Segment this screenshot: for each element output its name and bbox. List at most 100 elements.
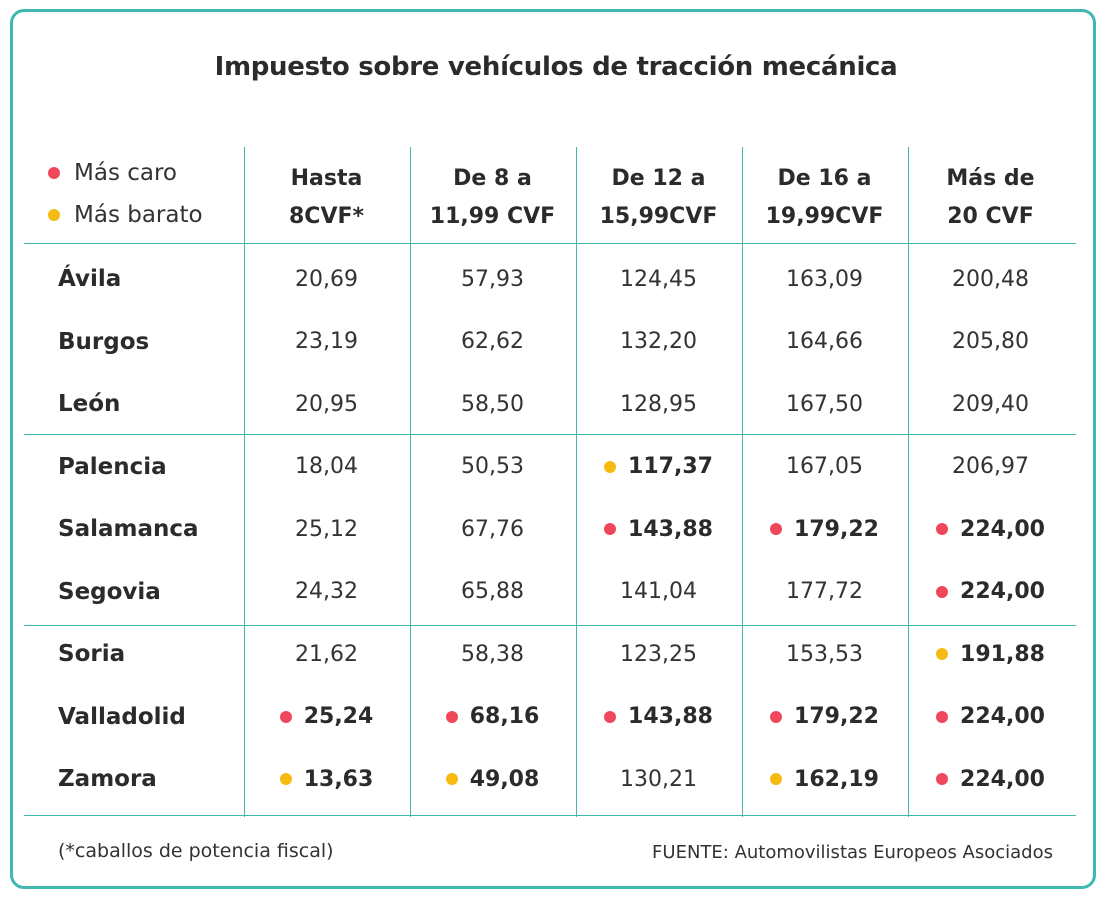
source-note: FUENTE: Automovilistas Europeos Asociado… bbox=[652, 842, 1053, 863]
cell-value: 177,72 bbox=[786, 579, 863, 604]
table-cell: 224,00 bbox=[908, 498, 1073, 560]
cell-value: 57,93 bbox=[461, 266, 524, 292]
table-row: Palencia 18,04 50,53 117,37 167,05 206,97 bbox=[13, 436, 1099, 498]
table-cell: 167,50 bbox=[742, 373, 907, 435]
column-header-line: 8CVF* bbox=[288, 204, 364, 229]
table-cell: 206,97 bbox=[908, 436, 1073, 498]
table-cell: 68,16 bbox=[410, 686, 575, 748]
table-cell: 209,40 bbox=[908, 373, 1073, 435]
column-header-line: 15,99CVF bbox=[599, 204, 718, 229]
table-cell: 179,22 bbox=[742, 498, 907, 560]
row-divider bbox=[24, 815, 1076, 816]
column-divider bbox=[576, 147, 577, 817]
table-cell: 21,62 bbox=[244, 623, 409, 685]
table-cell: 224,00 bbox=[908, 748, 1073, 810]
table-cell: 20,95 bbox=[244, 373, 409, 435]
row-label-salamanca: Salamanca bbox=[58, 516, 199, 542]
cell-value: 25,12 bbox=[295, 516, 358, 542]
column-header-line: 19,99CVF bbox=[765, 204, 884, 229]
column-header-line: De 8 a bbox=[453, 166, 532, 191]
column-divider bbox=[742, 147, 743, 817]
cell-value: 191,88 bbox=[960, 641, 1045, 667]
column-header-3: De 12 a 15,99CVF bbox=[576, 152, 741, 244]
cell-value: 205,80 bbox=[952, 329, 1029, 354]
table-cell: 128,95 bbox=[576, 373, 741, 435]
column-header-5: Más de 20 CVF bbox=[908, 152, 1073, 244]
red-dot-icon bbox=[936, 710, 949, 723]
table-cell: 124,45 bbox=[576, 248, 741, 310]
table-cell: 24,32 bbox=[244, 561, 409, 623]
cell-value: 153,53 bbox=[786, 641, 863, 667]
table-cell: 224,00 bbox=[908, 561, 1073, 623]
table-cell: 13,63 bbox=[244, 748, 409, 810]
cell-value: 123,25 bbox=[620, 641, 697, 667]
cell-value: 132,20 bbox=[620, 329, 697, 354]
table-row: Burgos 23,19 62,62 132,20 164,66 205,80 bbox=[13, 311, 1099, 373]
table-cell: 25,12 bbox=[244, 498, 409, 560]
cell-value: 20,69 bbox=[295, 266, 358, 292]
column-header-line: Hasta bbox=[290, 166, 363, 191]
red-dot-icon bbox=[604, 710, 617, 723]
cell-value: 21,62 bbox=[295, 641, 358, 667]
row-label-zamora: Zamora bbox=[58, 766, 157, 792]
column-header-4: De 16 a 19,99CVF bbox=[742, 152, 907, 244]
cell-value: 130,21 bbox=[620, 766, 697, 792]
cell-value: 143,88 bbox=[628, 704, 713, 729]
cell-value: 224,00 bbox=[960, 516, 1045, 542]
cell-value: 143,88 bbox=[628, 516, 713, 542]
column-header-2: De 8 a 11,99 CVF bbox=[410, 152, 575, 244]
table-cell: 67,76 bbox=[410, 498, 575, 560]
cell-value: 50,53 bbox=[461, 454, 524, 479]
red-dot-icon bbox=[936, 523, 949, 535]
yellow-dot-icon bbox=[604, 460, 617, 473]
table-cell: 205,80 bbox=[908, 311, 1073, 373]
table-cell: 18,04 bbox=[244, 436, 409, 498]
cell-value: 13,63 bbox=[303, 766, 374, 792]
cell-value: 179,22 bbox=[794, 516, 879, 542]
row-divider bbox=[24, 625, 1076, 626]
column-header-line: 11,99 CVF bbox=[429, 204, 556, 229]
table-cell: 164,66 bbox=[742, 311, 907, 373]
cell-value: 200,48 bbox=[952, 266, 1029, 292]
legend: Más caro Más barato bbox=[48, 152, 203, 236]
red-dot-icon bbox=[936, 585, 949, 598]
yellow-dot-icon bbox=[48, 209, 60, 221]
column-divider bbox=[410, 147, 411, 817]
table-cell: 177,72 bbox=[742, 561, 907, 623]
table-cell: 130,21 bbox=[576, 748, 741, 810]
cell-value: 58,50 bbox=[461, 391, 524, 417]
cell-value: 209,40 bbox=[952, 391, 1029, 417]
cell-value: 163,09 bbox=[786, 266, 863, 292]
row-divider bbox=[24, 243, 1076, 244]
cell-value: 24,32 bbox=[295, 579, 358, 604]
table-cell: 191,88 bbox=[908, 623, 1073, 685]
table-row: Salamanca 25,12 67,76 143,88 179,22 224,00 bbox=[13, 498, 1099, 560]
table-cell: 49,08 bbox=[410, 748, 575, 810]
cell-value: 65,88 bbox=[461, 579, 524, 604]
cell-value: 224,00 bbox=[960, 766, 1045, 792]
cell-value: 162,19 bbox=[794, 766, 879, 792]
table-row: León 20,95 58,50 128,95 167,50 209,40 bbox=[13, 373, 1099, 435]
table-cell: 179,22 bbox=[742, 686, 907, 748]
legend-item-cheap: Más barato bbox=[48, 194, 203, 236]
cell-value: 68,16 bbox=[469, 704, 540, 729]
table-cell: 50,53 bbox=[410, 436, 575, 498]
red-dot-icon bbox=[48, 167, 60, 179]
cell-value: 23,19 bbox=[295, 329, 358, 354]
chart-title: Impuesto sobre vehículos de tracción mec… bbox=[214, 52, 898, 82]
cell-value: 141,04 bbox=[620, 579, 697, 604]
red-dot-icon bbox=[770, 710, 783, 723]
table-cell: 123,25 bbox=[576, 623, 741, 685]
table-cell: 117,37 bbox=[576, 436, 741, 498]
table-cell: 153,53 bbox=[742, 623, 907, 685]
table-cell: 167,05 bbox=[742, 436, 907, 498]
table-row: Zamora 13,63 49,08 130,21 162,19 224,00 bbox=[13, 748, 1099, 810]
cell-value: 206,97 bbox=[952, 454, 1029, 479]
table-cell: 62,62 bbox=[410, 311, 575, 373]
table-cell: 141,04 bbox=[576, 561, 741, 623]
table-cell: 132,20 bbox=[576, 311, 741, 373]
column-divider bbox=[244, 147, 245, 817]
table-row: Segovia 24,32 65,88 141,04 177,72 224,00 bbox=[13, 561, 1099, 623]
red-dot-icon bbox=[279, 710, 292, 723]
red-dot-icon bbox=[770, 523, 783, 535]
